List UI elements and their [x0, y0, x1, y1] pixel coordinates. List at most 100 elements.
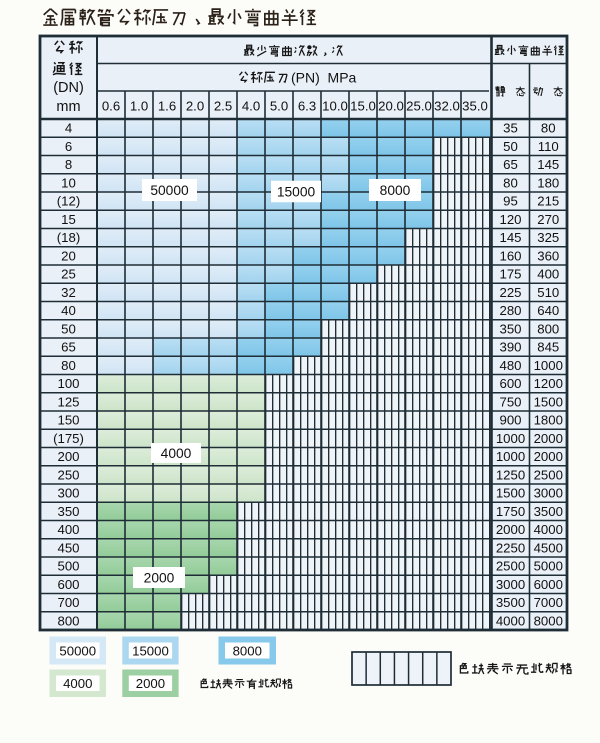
svg-text:2.5: 2.5 [214, 99, 232, 114]
svg-text:15.0: 15.0 [350, 99, 376, 114]
svg-text:3500: 3500 [496, 595, 525, 610]
svg-text:3500: 3500 [534, 504, 563, 519]
svg-text:1250: 1250 [496, 467, 525, 482]
svg-text:6: 6 [65, 139, 72, 154]
svg-text:80: 80 [541, 121, 556, 136]
svg-text:350: 350 [57, 504, 79, 519]
svg-text:65: 65 [61, 340, 76, 355]
svg-text:0.6: 0.6 [102, 99, 120, 114]
svg-text:1500: 1500 [496, 486, 525, 501]
svg-text:145: 145 [499, 230, 521, 245]
svg-text:200: 200 [57, 449, 79, 464]
svg-text:2000: 2000 [496, 522, 525, 537]
svg-text:(175): (175) [53, 431, 84, 446]
svg-text:400: 400 [57, 522, 79, 537]
svg-text:110: 110 [538, 139, 559, 154]
svg-text:4500: 4500 [534, 540, 563, 555]
svg-text:1.0: 1.0 [130, 99, 148, 114]
svg-text:2.0: 2.0 [186, 99, 204, 114]
svg-text:25.0: 25.0 [406, 99, 432, 114]
svg-text:35: 35 [503, 121, 518, 136]
svg-text:845: 845 [537, 340, 559, 355]
svg-text:4000: 4000 [496, 613, 525, 628]
svg-text:280: 280 [499, 303, 521, 318]
svg-text:(12): (12) [57, 194, 80, 209]
svg-text:270: 270 [537, 212, 559, 227]
svg-text:20.0: 20.0 [378, 99, 404, 114]
svg-text:1800: 1800 [534, 413, 563, 428]
svg-text:32: 32 [61, 285, 76, 300]
svg-text:32.0: 32.0 [434, 99, 460, 114]
svg-text:360: 360 [537, 248, 559, 263]
svg-text:1000: 1000 [534, 358, 563, 373]
svg-text:480: 480 [499, 358, 521, 373]
svg-text:15: 15 [61, 212, 76, 227]
svg-text:3000: 3000 [496, 577, 525, 592]
svg-text:50000: 50000 [150, 183, 189, 198]
svg-text:2000: 2000 [144, 570, 175, 585]
svg-text:750: 750 [499, 394, 521, 409]
svg-text:160: 160 [499, 248, 521, 263]
svg-text:120: 120 [499, 212, 521, 227]
svg-text:(DN): (DN) [53, 80, 84, 96]
svg-text:150: 150 [57, 413, 79, 428]
svg-text:1.6: 1.6 [158, 99, 176, 114]
svg-text:180: 180 [537, 175, 559, 190]
svg-text:8000: 8000 [534, 613, 563, 628]
svg-text:65: 65 [503, 157, 518, 172]
svg-text:600: 600 [57, 577, 79, 592]
svg-text:1200: 1200 [534, 376, 563, 391]
svg-text:10.0: 10.0 [322, 99, 348, 114]
svg-text:2250: 2250 [496, 540, 525, 555]
svg-text:10: 10 [61, 175, 76, 190]
svg-text:4000: 4000 [534, 522, 563, 537]
svg-text:390: 390 [499, 340, 521, 355]
svg-text:145: 145 [537, 157, 559, 172]
svg-text:35.0: 35.0 [462, 99, 488, 114]
svg-text:2000: 2000 [136, 676, 165, 691]
svg-text:(PN) MPa: (PN) MPa [291, 69, 357, 85]
svg-text:4000: 4000 [161, 446, 192, 461]
svg-text:250: 250 [57, 467, 79, 482]
svg-text:2000: 2000 [534, 431, 563, 446]
svg-text:40: 40 [61, 303, 76, 318]
svg-text:100: 100 [57, 376, 79, 391]
svg-text:225: 225 [499, 285, 521, 300]
svg-text:8000: 8000 [380, 183, 411, 198]
svg-text:175: 175 [499, 267, 521, 282]
svg-text:20: 20 [61, 248, 76, 263]
svg-text:50000: 50000 [59, 643, 96, 658]
svg-text:800: 800 [57, 613, 79, 628]
svg-text:215: 215 [537, 194, 559, 209]
svg-text:50: 50 [503, 139, 518, 154]
svg-text:15000: 15000 [132, 643, 169, 658]
svg-text:2500: 2500 [534, 467, 563, 482]
svg-text:5000: 5000 [534, 559, 563, 574]
svg-text:1500: 1500 [534, 394, 563, 409]
svg-text:125: 125 [57, 394, 79, 409]
svg-text:7000: 7000 [534, 595, 563, 610]
svg-text:800: 800 [537, 321, 559, 336]
svg-text:4.0: 4.0 [242, 99, 260, 114]
svg-text:95: 95 [503, 194, 518, 209]
svg-text:mm: mm [56, 99, 80, 115]
svg-text:1750: 1750 [496, 504, 525, 519]
svg-text:15000: 15000 [277, 184, 316, 199]
svg-text:6000: 6000 [534, 577, 563, 592]
svg-text:50: 50 [61, 321, 76, 336]
svg-text:900: 900 [499, 413, 521, 428]
svg-text:1000: 1000 [496, 431, 525, 446]
svg-text:300: 300 [57, 486, 79, 501]
svg-text:450: 450 [57, 540, 79, 555]
svg-text:3000: 3000 [534, 486, 563, 501]
svg-text:4000: 4000 [63, 676, 92, 691]
svg-text:640: 640 [537, 303, 559, 318]
svg-text:25: 25 [61, 267, 76, 282]
svg-text:80: 80 [503, 175, 518, 190]
svg-text:4: 4 [65, 121, 72, 136]
svg-text:8000: 8000 [233, 643, 262, 658]
svg-text:2000: 2000 [534, 449, 563, 464]
svg-text:510: 510 [537, 285, 559, 300]
svg-text:350: 350 [499, 321, 521, 336]
svg-text:400: 400 [537, 267, 559, 282]
